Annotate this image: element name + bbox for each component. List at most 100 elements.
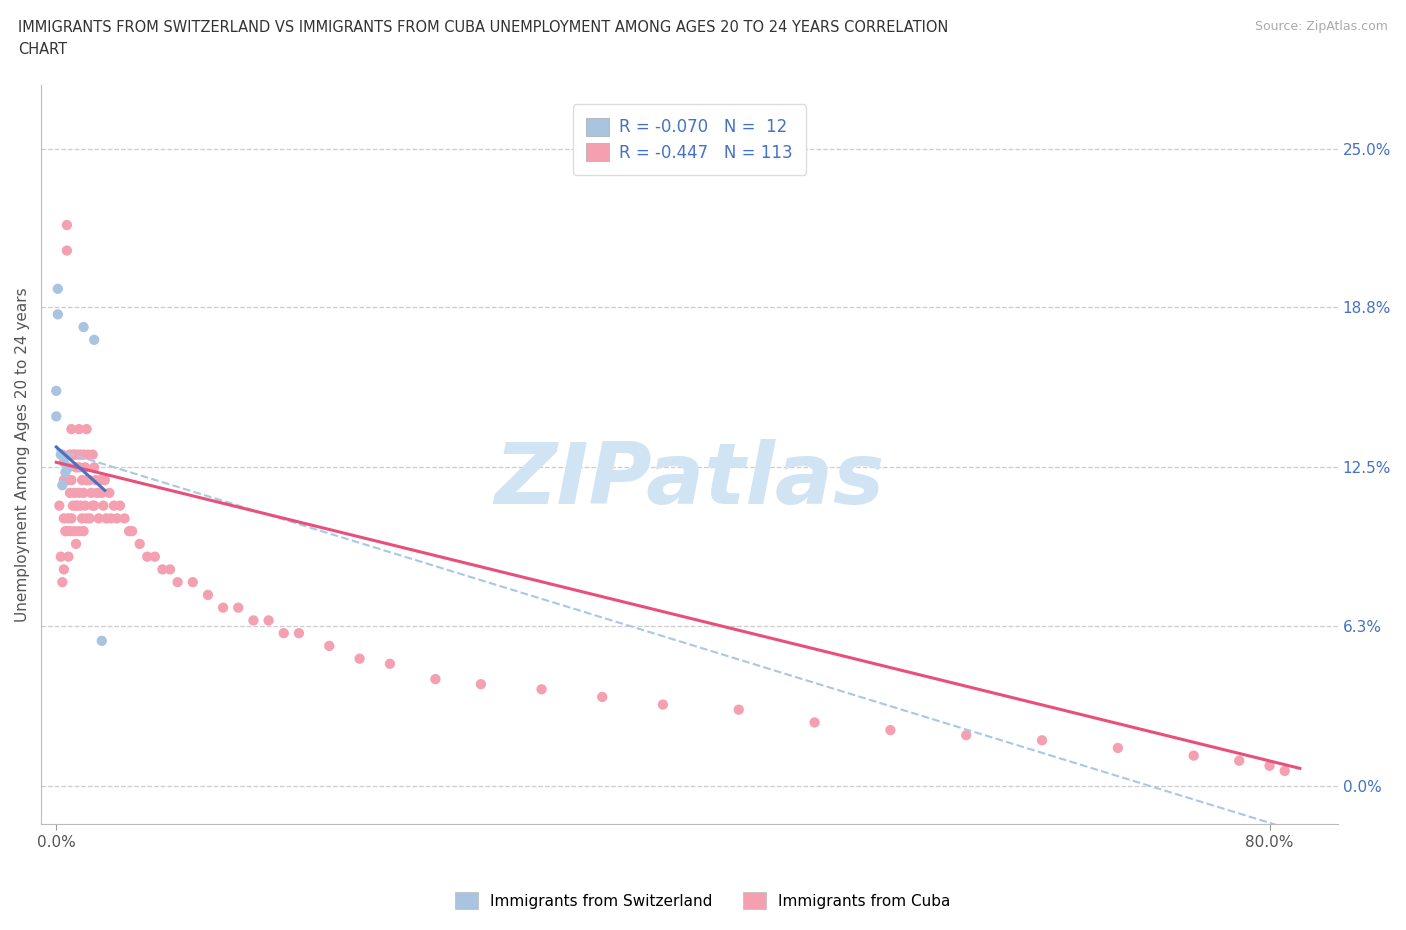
Point	[152, 562, 174, 577]
Point	[83, 460, 105, 475]
Point	[72, 447, 94, 462]
Point	[56, 218, 79, 232]
Point	[49, 550, 72, 565]
Point	[63, 447, 86, 462]
Point	[1227, 753, 1250, 768]
Text: ZIPatlas: ZIPatlas	[495, 439, 884, 522]
Point	[1182, 748, 1205, 763]
Point	[470, 677, 492, 692]
Point	[803, 715, 825, 730]
Point	[69, 447, 91, 462]
Point	[52, 511, 75, 525]
Point	[1274, 764, 1296, 778]
Point	[72, 524, 94, 538]
Point	[60, 421, 83, 436]
Point	[89, 472, 111, 487]
Point	[197, 588, 219, 603]
Point	[94, 472, 117, 487]
Point	[67, 460, 90, 475]
Point	[48, 498, 70, 513]
Point	[80, 485, 103, 500]
Point	[84, 472, 107, 487]
Point	[58, 511, 80, 525]
Point	[242, 613, 264, 628]
Point	[273, 626, 295, 641]
Point	[100, 511, 122, 525]
Text: CHART: CHART	[18, 42, 67, 57]
Point	[53, 465, 76, 480]
Point	[52, 472, 75, 487]
Point	[79, 511, 101, 525]
Point	[212, 600, 235, 615]
Point	[118, 524, 141, 538]
Point	[530, 682, 553, 697]
Point	[103, 498, 125, 513]
Point	[75, 498, 97, 513]
Point	[1107, 740, 1129, 755]
Point	[591, 689, 613, 704]
Point	[76, 472, 98, 487]
Point	[70, 511, 93, 525]
Point	[63, 485, 86, 500]
Point	[59, 524, 82, 538]
Point	[72, 485, 94, 500]
Point	[159, 562, 181, 577]
Point	[69, 498, 91, 513]
Point	[66, 447, 89, 462]
Point	[90, 633, 112, 648]
Y-axis label: Unemployment Among Ages 20 to 24 years: Unemployment Among Ages 20 to 24 years	[15, 287, 30, 622]
Point	[82, 447, 104, 462]
Point	[96, 511, 118, 525]
Point	[59, 447, 82, 462]
Point	[65, 537, 87, 551]
Point	[257, 613, 280, 628]
Point	[143, 550, 166, 565]
Point	[70, 472, 93, 487]
Legend: R = -0.070   N =  12, R = -0.447   N = 113: R = -0.070 N = 12, R = -0.447 N = 113	[572, 104, 806, 175]
Point	[128, 537, 150, 551]
Point	[121, 524, 143, 538]
Point	[67, 421, 90, 436]
Point	[59, 485, 82, 500]
Point	[82, 498, 104, 513]
Point	[166, 575, 188, 590]
Point	[72, 320, 94, 335]
Point	[63, 524, 86, 538]
Point	[46, 282, 69, 297]
Point	[226, 600, 249, 615]
Point	[58, 472, 80, 487]
Point	[62, 498, 84, 513]
Point	[45, 409, 67, 424]
Point	[49, 447, 72, 462]
Point	[105, 511, 128, 525]
Point	[87, 511, 110, 525]
Point	[727, 702, 749, 717]
Point	[1258, 758, 1281, 773]
Legend: Immigrants from Switzerland, Immigrants from Cuba: Immigrants from Switzerland, Immigrants …	[449, 886, 957, 915]
Point	[91, 498, 114, 513]
Point	[75, 460, 97, 475]
Point	[79, 472, 101, 487]
Point	[114, 511, 136, 525]
Point	[53, 472, 76, 487]
Point	[62, 447, 84, 462]
Point	[56, 524, 79, 538]
Point	[90, 485, 112, 500]
Point	[46, 307, 69, 322]
Point	[288, 626, 311, 641]
Point	[83, 498, 105, 513]
Point	[108, 498, 131, 513]
Point	[955, 728, 977, 743]
Point	[67, 524, 90, 538]
Point	[86, 485, 108, 500]
Point	[67, 485, 90, 500]
Point	[51, 447, 73, 462]
Point	[879, 723, 901, 737]
Point	[51, 478, 73, 493]
Point	[58, 460, 80, 475]
Point	[56, 243, 79, 258]
Point	[651, 698, 673, 712]
Point	[181, 575, 204, 590]
Point	[58, 550, 80, 565]
Point	[136, 550, 159, 565]
